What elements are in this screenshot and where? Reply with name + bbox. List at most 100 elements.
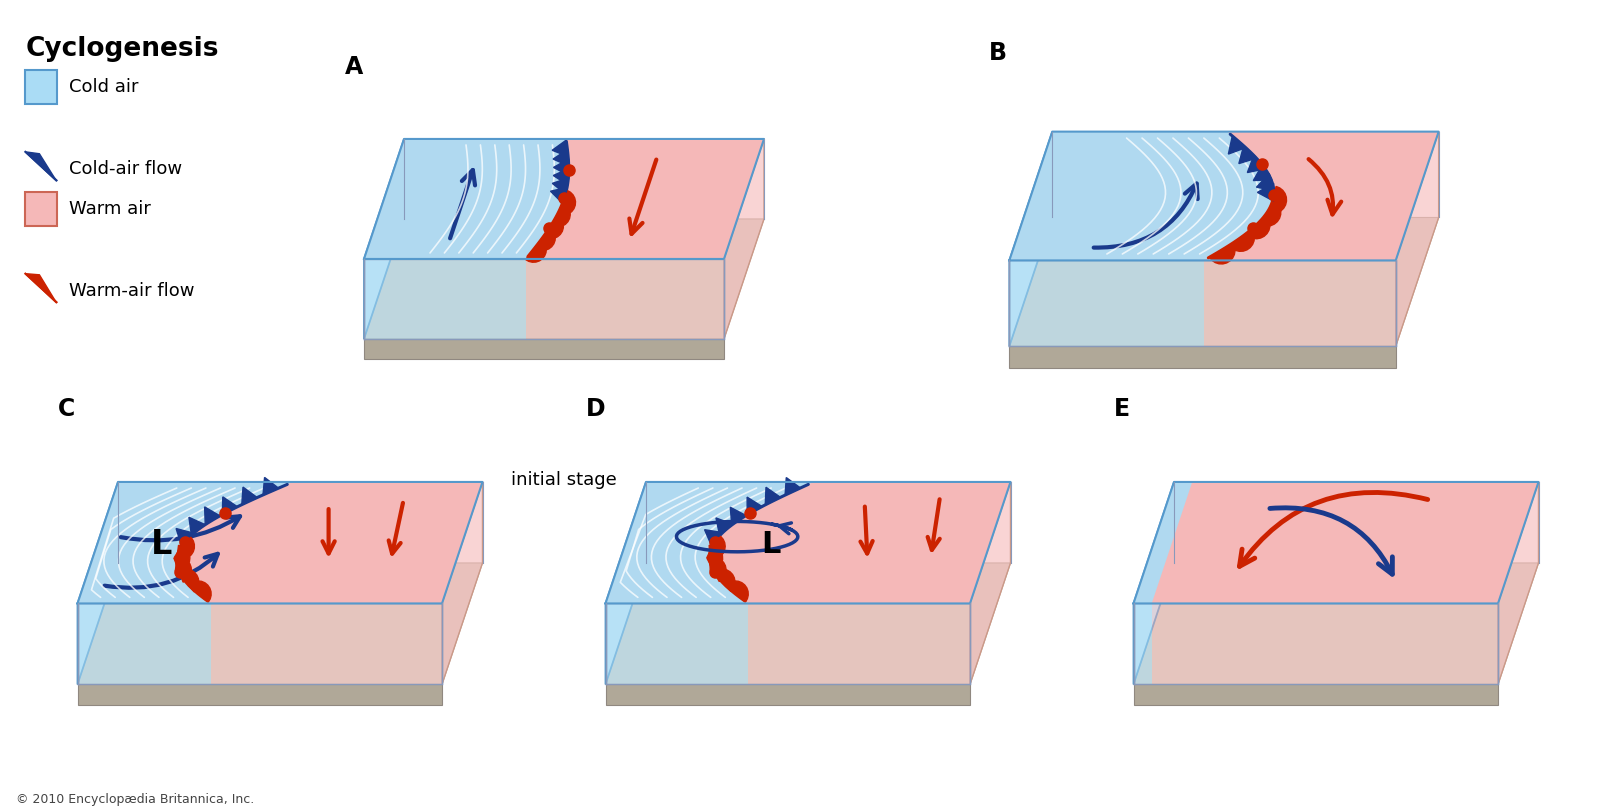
Polygon shape — [1248, 156, 1266, 173]
Polygon shape — [749, 603, 970, 684]
Polygon shape — [552, 177, 568, 194]
Polygon shape — [1395, 131, 1438, 347]
Polygon shape — [1010, 131, 1438, 261]
Polygon shape — [1238, 146, 1256, 164]
Text: © 2010 Encyclopædia Britannica, Inc.: © 2010 Encyclopædia Britannica, Inc. — [16, 793, 254, 806]
Polygon shape — [1253, 164, 1272, 181]
Polygon shape — [723, 139, 765, 339]
Polygon shape — [747, 497, 762, 514]
Polygon shape — [526, 240, 546, 262]
Polygon shape — [605, 482, 814, 603]
Polygon shape — [77, 482, 483, 603]
Polygon shape — [730, 507, 746, 525]
Polygon shape — [365, 139, 403, 339]
Polygon shape — [1133, 684, 1498, 705]
Polygon shape — [176, 545, 190, 571]
Polygon shape — [1258, 183, 1274, 201]
Polygon shape — [550, 187, 568, 203]
Polygon shape — [534, 228, 555, 250]
Polygon shape — [1133, 563, 1539, 684]
Polygon shape — [1210, 243, 1235, 264]
Polygon shape — [26, 274, 56, 303]
Text: Cyclogenesis: Cyclogenesis — [26, 36, 219, 62]
Text: C: C — [58, 397, 75, 421]
Polygon shape — [365, 139, 765, 259]
Polygon shape — [765, 488, 781, 505]
Polygon shape — [605, 482, 646, 684]
Text: D: D — [586, 397, 606, 421]
Polygon shape — [1229, 136, 1246, 154]
Polygon shape — [1133, 603, 1152, 684]
Polygon shape — [552, 140, 568, 156]
Polygon shape — [178, 569, 198, 592]
Polygon shape — [970, 482, 1011, 684]
Text: L: L — [762, 530, 781, 559]
Text: Cold-air flow: Cold-air flow — [69, 160, 182, 178]
Polygon shape — [262, 477, 278, 495]
Polygon shape — [544, 215, 563, 239]
Polygon shape — [554, 168, 570, 185]
Polygon shape — [554, 150, 570, 166]
Text: B: B — [989, 41, 1006, 66]
Text: initial stage: initial stage — [510, 471, 618, 489]
Polygon shape — [1259, 201, 1280, 226]
Polygon shape — [1010, 131, 1274, 261]
Text: L: L — [150, 528, 173, 561]
Polygon shape — [709, 545, 723, 571]
Polygon shape — [554, 159, 570, 176]
Polygon shape — [365, 339, 723, 359]
Polygon shape — [174, 535, 194, 559]
Polygon shape — [715, 518, 733, 535]
Polygon shape — [211, 603, 442, 684]
Polygon shape — [365, 259, 526, 339]
Bar — [26, 192, 56, 226]
Polygon shape — [1010, 261, 1203, 347]
Text: A: A — [346, 55, 363, 79]
Polygon shape — [1152, 603, 1498, 684]
Text: Warm air: Warm air — [69, 200, 150, 218]
Polygon shape — [77, 563, 483, 684]
Polygon shape — [1246, 215, 1270, 239]
Polygon shape — [442, 482, 483, 684]
Text: Warm-air flow: Warm-air flow — [69, 282, 195, 300]
Polygon shape — [605, 603, 749, 684]
Polygon shape — [242, 487, 258, 505]
Polygon shape — [714, 569, 734, 591]
Polygon shape — [77, 482, 118, 684]
Polygon shape — [1010, 347, 1395, 368]
Polygon shape — [1229, 230, 1254, 251]
Bar — [26, 70, 56, 104]
Polygon shape — [77, 684, 442, 705]
Polygon shape — [707, 535, 725, 559]
Polygon shape — [189, 581, 211, 602]
Polygon shape — [605, 563, 1011, 684]
Polygon shape — [176, 528, 194, 545]
Polygon shape — [205, 507, 219, 524]
Polygon shape — [786, 478, 800, 495]
Polygon shape — [1270, 186, 1286, 214]
Polygon shape — [26, 151, 56, 181]
Polygon shape — [1133, 482, 1174, 684]
Polygon shape — [1010, 218, 1438, 347]
Polygon shape — [552, 202, 570, 227]
Text: wave
appearance: wave appearance — [1170, 488, 1278, 526]
Polygon shape — [1498, 482, 1539, 684]
Polygon shape — [222, 497, 237, 514]
Polygon shape — [1203, 261, 1395, 347]
Polygon shape — [707, 557, 726, 582]
Polygon shape — [725, 581, 749, 602]
Polygon shape — [526, 259, 723, 339]
Polygon shape — [189, 518, 205, 535]
Polygon shape — [704, 530, 722, 546]
Polygon shape — [605, 684, 970, 705]
Polygon shape — [1133, 482, 1539, 603]
Polygon shape — [365, 139, 568, 259]
Polygon shape — [1256, 173, 1275, 190]
Text: Cold air: Cold air — [69, 78, 139, 96]
Polygon shape — [1010, 131, 1053, 347]
Polygon shape — [1133, 482, 1192, 603]
Polygon shape — [558, 190, 576, 215]
Polygon shape — [77, 603, 211, 684]
Text: E: E — [1114, 397, 1130, 421]
Polygon shape — [77, 482, 293, 603]
